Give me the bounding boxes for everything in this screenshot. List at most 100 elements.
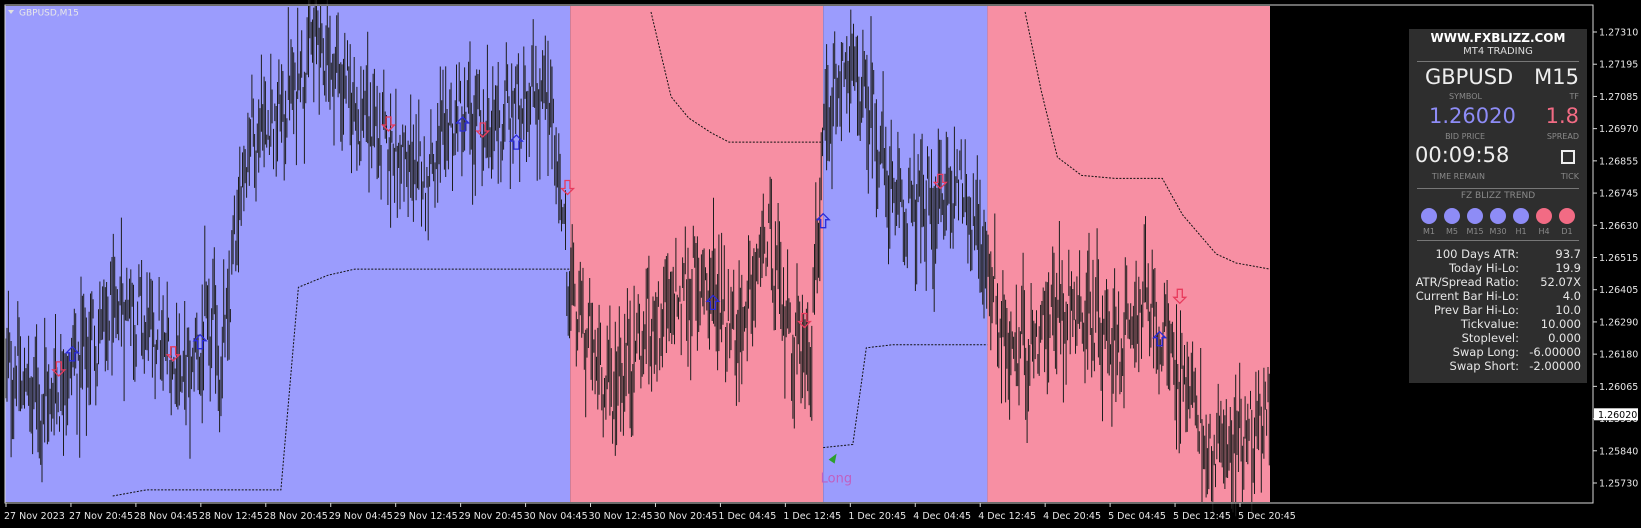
x-tick-label: 29 Nov 12:45 xyxy=(394,511,458,522)
trailing-stop-line xyxy=(823,344,988,449)
timeframe-value: M15 xyxy=(1534,65,1579,89)
stat-row: Stoplevel: 0.000 xyxy=(1409,331,1587,345)
trend-tf-label: M5 xyxy=(1446,227,1458,236)
divider xyxy=(1417,188,1579,189)
y-tick-label: 1.26745 xyxy=(1599,189,1638,200)
divider xyxy=(1417,61,1579,62)
trend-dot-h4 xyxy=(1536,208,1552,224)
trend-zones xyxy=(5,6,1270,502)
trailing-stop-line xyxy=(1024,11,1271,270)
stat-value: 4.0 xyxy=(1562,289,1581,303)
stat-row: Tickvalue: 10.000 xyxy=(1409,317,1587,331)
x-tick-label: 1 Dec 12:45 xyxy=(783,511,841,522)
stat-value: 10.000 xyxy=(1540,317,1581,331)
sell-signal-arrow-icon xyxy=(380,116,397,132)
x-tick-label: 30 Nov 04:45 xyxy=(524,511,588,522)
x-tick-label: 4 Dec 20:45 xyxy=(1043,511,1101,522)
buy-signal-arrow-icon xyxy=(815,212,831,229)
sell-signal-arrow-icon xyxy=(165,346,181,362)
stat-row: Today Hi-Lo: 19.9 xyxy=(1409,261,1587,275)
trend-tf-label: D1 xyxy=(1561,227,1573,236)
plot-frame xyxy=(4,4,1594,504)
y-tick-label: 1.27310 xyxy=(1599,28,1638,39)
stat-row: Current Bar Hi-Lo: 4.0 xyxy=(1409,289,1587,303)
symbol-value: GBPUSD xyxy=(1425,65,1514,89)
y-tick-label: 1.25840 xyxy=(1599,446,1638,457)
buy-signal-arrow-icon xyxy=(705,294,721,311)
sell-signal-arrow-icon xyxy=(51,361,67,377)
trend-dot-h1 xyxy=(1513,208,1529,224)
y-tick-label: 1.26855 xyxy=(1599,156,1638,167)
timeframe-caption: TF xyxy=(1569,92,1580,101)
x-tick-label: 27 Nov 20:45 xyxy=(69,511,133,522)
stat-label: Current Bar Hi-Lo: xyxy=(1415,289,1519,303)
buy-signal-arrow-icon xyxy=(455,116,471,132)
current-price-label: 1.26020 xyxy=(1598,410,1637,421)
y-tick-label: 1.26405 xyxy=(1599,285,1638,296)
brand-name: WWW.FXBLIZZ.COM xyxy=(1430,31,1566,45)
trend-tf-label: M30 xyxy=(1489,227,1507,236)
signal-arrows xyxy=(51,116,1188,377)
stat-label: Prev Bar Hi-Lo: xyxy=(1433,303,1519,317)
stat-value: 10.0 xyxy=(1555,303,1581,317)
time-remain-caption: TIME REMAIN xyxy=(1431,172,1485,181)
bear-trend-zone xyxy=(570,6,824,502)
stat-row: ATR/Spread Ratio: 52.07X xyxy=(1409,275,1587,289)
buy-signal-arrow-icon xyxy=(508,134,524,150)
stat-label: ATR/Spread Ratio: xyxy=(1415,275,1519,289)
x-tick-label: 1 Dec 20:45 xyxy=(848,511,906,522)
bid-price-caption: BID PRICE xyxy=(1445,132,1485,141)
sell-signal-arrow-icon xyxy=(559,179,576,196)
trend-title: FZ BLIZZ TREND xyxy=(1460,191,1536,201)
y-tick-label: 1.27195 xyxy=(1599,60,1638,71)
symbol-caption: SYMBOL xyxy=(1449,92,1482,101)
spread-value: 1.8 xyxy=(1545,104,1579,128)
y-tick-label: 1.26515 xyxy=(1599,253,1638,264)
sell-signal-arrow-icon xyxy=(475,122,491,138)
stat-value: 52.07X xyxy=(1540,275,1581,289)
bid-price-value: 1.26020 xyxy=(1429,104,1516,128)
long-entry-marker-icon xyxy=(828,453,837,464)
sell-signal-arrow-icon xyxy=(1172,288,1188,305)
y-tick-label: 1.26290 xyxy=(1599,317,1638,328)
stat-value: 93.7 xyxy=(1555,247,1581,261)
info-panel: WWW.FXBLIZZ.COM MT4 TRADING GBPUSD SYMBO… xyxy=(1409,29,1587,383)
stat-row: Swap Short: -2.00000 xyxy=(1409,359,1587,373)
divider xyxy=(1417,240,1579,241)
stat-label: Swap Long: xyxy=(1452,345,1519,359)
x-tick-label: 30 Nov 20:45 xyxy=(653,511,717,522)
x-tick-label: 30 Nov 12:45 xyxy=(589,511,653,522)
price-bars xyxy=(5,0,1270,519)
x-tick-label: 1 Dec 04:45 xyxy=(718,511,776,522)
stat-value: 0.000 xyxy=(1548,331,1581,345)
x-tick-label: 27 Nov 2023 xyxy=(4,511,65,522)
sell-signal-arrow-icon xyxy=(796,312,812,329)
time-axis[interactable]: 27 Nov 2023 27 Nov 20:45 28 Nov 04:45 28 No… xyxy=(4,503,1296,522)
brand-subtitle: MT4 TRADING xyxy=(1463,46,1533,57)
stat-label: Tickvalue: xyxy=(1460,317,1519,331)
trend-dot-m30 xyxy=(1490,208,1506,224)
window-menu-triangle-icon[interactable] xyxy=(8,10,14,14)
stat-row: 100 Days ATR: 93.7 xyxy=(1409,247,1587,261)
window-title[interactable]: GBPUSD,M15 xyxy=(8,9,79,19)
trend-dot-m15 xyxy=(1467,208,1483,224)
tick-caption: TICK xyxy=(1560,172,1579,181)
bull-trend-zone xyxy=(5,6,571,502)
trend-dot-m5 xyxy=(1444,208,1460,224)
x-tick-label: 5 Dec 12:45 xyxy=(1173,511,1231,522)
stat-label: Stoplevel: xyxy=(1461,331,1519,345)
y-tick-label: 1.26970 xyxy=(1599,124,1638,135)
symbol-label: GBPUSD,M15 xyxy=(19,9,79,19)
tick-checkbox-icon[interactable] xyxy=(1561,150,1575,164)
x-tick-label: 28 Nov 12:45 xyxy=(199,511,263,522)
trailing-stop-line xyxy=(112,268,571,497)
buy-signal-arrow-icon xyxy=(1152,330,1168,347)
price-axis[interactable]: 1.27310 1.27195 1.27085 1.26970 1.26855 1.267… xyxy=(1593,28,1638,490)
x-tick-label: 4 Dec 12:45 xyxy=(978,511,1036,522)
long-label: Long xyxy=(821,472,852,487)
trend-dot-d1 xyxy=(1559,208,1575,224)
x-tick-label: 28 Nov 04:45 xyxy=(134,511,198,522)
y-tick-label: 1.27085 xyxy=(1599,92,1638,103)
trend-tf-label: M1 xyxy=(1423,227,1435,236)
